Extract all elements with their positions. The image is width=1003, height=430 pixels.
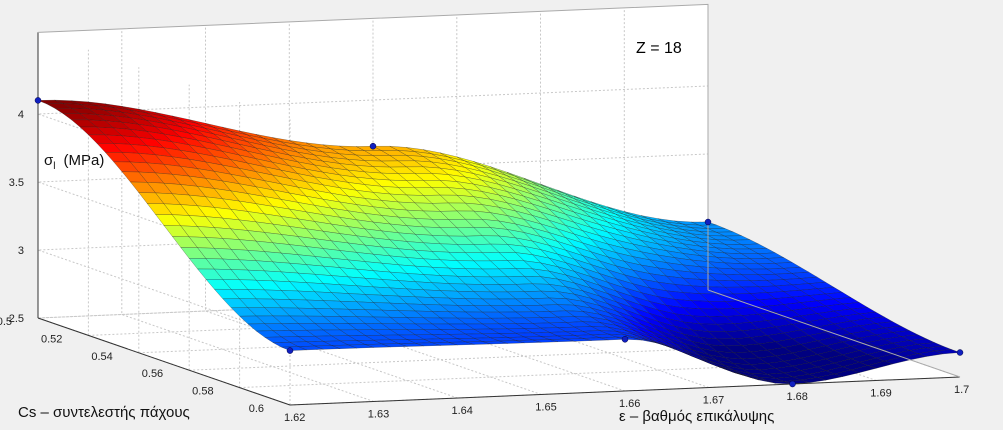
y-tick-label: 0.58: [192, 386, 213, 398]
surface-patch: [934, 349, 961, 355]
data-point: [621, 336, 629, 343]
x-axis-line: [289, 376, 961, 406]
x-tick-label: 1.66: [619, 398, 640, 410]
data-point: [704, 218, 712, 226]
grid-line-x: [372, 18, 626, 392]
y-tick-label: 0.5: [0, 316, 12, 328]
data-points: [34, 97, 964, 388]
x-tick-label: 1.68: [787, 391, 808, 403]
data-point: [956, 349, 964, 356]
data-point: [286, 347, 294, 354]
z-axis-symbol: σ: [44, 152, 54, 169]
x-tick-label: 1.65: [535, 402, 556, 414]
grid-line-x: [456, 14, 709, 388]
z-tick-label: 3: [18, 245, 24, 257]
z-axis-subscript: l: [53, 161, 55, 172]
y-axis-line: [37, 317, 291, 406]
x-tick-label: 1.64: [452, 405, 473, 417]
x-axis-label: ε – βαθμός επικάλυψης: [619, 408, 774, 425]
data-point: [369, 142, 377, 150]
z-axis-unit: (MPa): [64, 152, 105, 169]
y-tick-label: 0.6: [249, 403, 264, 415]
z-tick-label: 2.5: [9, 313, 24, 325]
x-tick-label: 1.67: [703, 395, 724, 407]
y-tick-label: 0.54: [91, 351, 112, 363]
box-top-edge: [37, 3, 709, 290]
grid-line-x: [288, 21, 542, 395]
x-tick-label: 1.63: [368, 409, 389, 421]
z-axis-label: σl (MPa): [44, 152, 104, 172]
x-tick-label: 1.7: [954, 384, 969, 396]
y-tick-label: 0.52: [41, 333, 62, 345]
x-tick-label: 1.69: [870, 388, 891, 400]
tick-labels: 1.62 1.63 1.64 1.65 1.66 1.67 1.68 1.69 1.7 0.5 0.…: [0, 109, 969, 424]
y-axis-label: Cs – συντελεστής πάχους: [18, 404, 190, 421]
data-point: [789, 380, 796, 388]
box-right-edge: [707, 289, 961, 378]
data-point: [34, 97, 42, 104]
y-tick-label: 0.56: [142, 368, 163, 380]
grid-line-x: [205, 25, 458, 399]
axes-box: [37, 3, 961, 406]
z-tick-label: 3.5: [9, 177, 24, 189]
z-annotation: Z = 18: [636, 40, 682, 57]
z-tick-label: 4: [18, 109, 24, 121]
x-tick-label: 1.62: [284, 412, 305, 424]
surface-mesh: [37, 99, 961, 385]
